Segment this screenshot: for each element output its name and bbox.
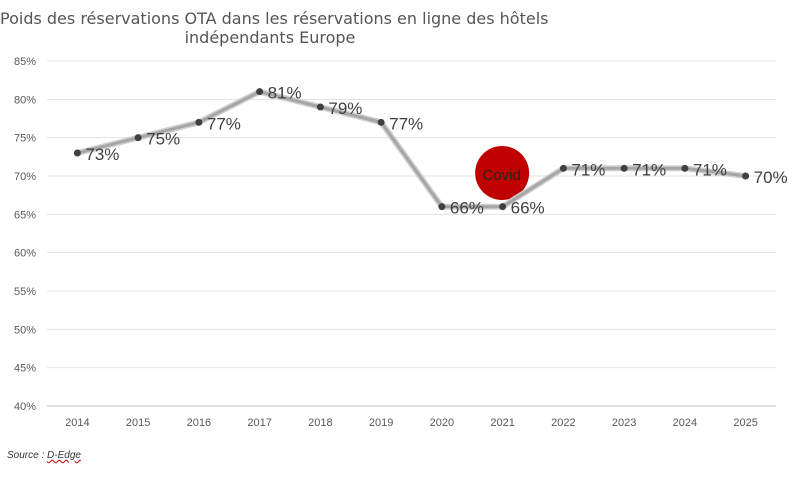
source-note: Source : D-Edge [7,450,81,461]
x-tick-label: 2017 [247,417,271,429]
x-tick-label: 2019 [369,417,393,429]
y-tick-label: 80% [14,94,36,106]
series-line-shadow [74,88,749,210]
data-point [256,88,264,96]
x-tick-label: 2023 [612,417,636,429]
y-tick-label: 75% [14,133,36,145]
covid-label: Covid [482,167,520,184]
data-label: 81% [268,84,302,103]
line-chart: 40%45%50%55%60%65%70%75%80%85% 2014 2015 2… [14,56,788,429]
y-tick-label: 40% [14,401,36,413]
series-line [75,90,748,209]
x-axis: 2014 2015 2016 2017 2018 2019 2020 2021 2022 2023… [65,417,758,429]
chart-title: Poids des réservations OTA dans les rése… [0,9,549,47]
y-tick-label: 85% [14,56,36,68]
data-label: 66% [511,199,545,218]
data-label: 79% [328,99,362,118]
source-prefix: Source : [7,450,48,461]
y-tick-label: 55% [14,286,36,298]
y-tick-label: 50% [14,324,36,336]
data-point [681,164,689,172]
x-tick-label: 2024 [673,417,697,429]
x-tick-label: 2015 [126,417,150,429]
data-label: 71% [632,160,666,179]
data-point [377,118,385,126]
y-axis: 40% 45% 50% 55% 60% 65% 70% 75% 80% 85% [14,56,36,413]
x-tick-label: 2025 [733,417,757,429]
x-tick-label: 2016 [187,417,211,429]
data-point [499,203,507,211]
x-tick-label: 2021 [490,417,514,429]
data-label: 75% [146,130,180,149]
data-label: 66% [450,199,484,218]
data-label: 73% [85,145,119,164]
x-tick-label: 2020 [430,417,454,429]
data-point [134,134,142,142]
x-tick-label: 2022 [551,417,575,429]
data-point [316,103,324,111]
y-tick-label: 65% [14,209,36,221]
y-tick-label: 60% [14,248,36,260]
data-point [73,149,81,157]
data-point [742,172,750,180]
chart-title-line-1: Poids des réservations OTA dans les rése… [0,9,549,28]
series-group [73,88,750,211]
data-point [559,164,567,172]
y-tick-label: 45% [14,363,36,375]
x-tick-label: 2018 [308,417,332,429]
data-label: 70% [754,168,788,187]
covid-marker-circle [475,146,530,200]
data-point [620,164,628,172]
annotation-group: Covid [475,146,530,200]
data-point [438,203,446,211]
data-labels: 73% 75% 77% 81% 79% 77% 66% 66% 71% 71% 71% 70% [85,84,787,218]
y-tick-label: 70% [14,171,36,183]
data-label: 71% [693,160,727,179]
covid-annotation: Covid [475,146,530,200]
data-label: 77% [389,114,423,133]
x-tick-label: 2014 [65,417,89,429]
data-point [195,118,203,126]
grid-lines [47,60,776,407]
source-name: D-Edge [47,450,81,461]
data-label: 71% [571,160,605,179]
data-label: 77% [207,114,241,133]
chart-title-line-2: indépendants Europe [184,28,356,47]
